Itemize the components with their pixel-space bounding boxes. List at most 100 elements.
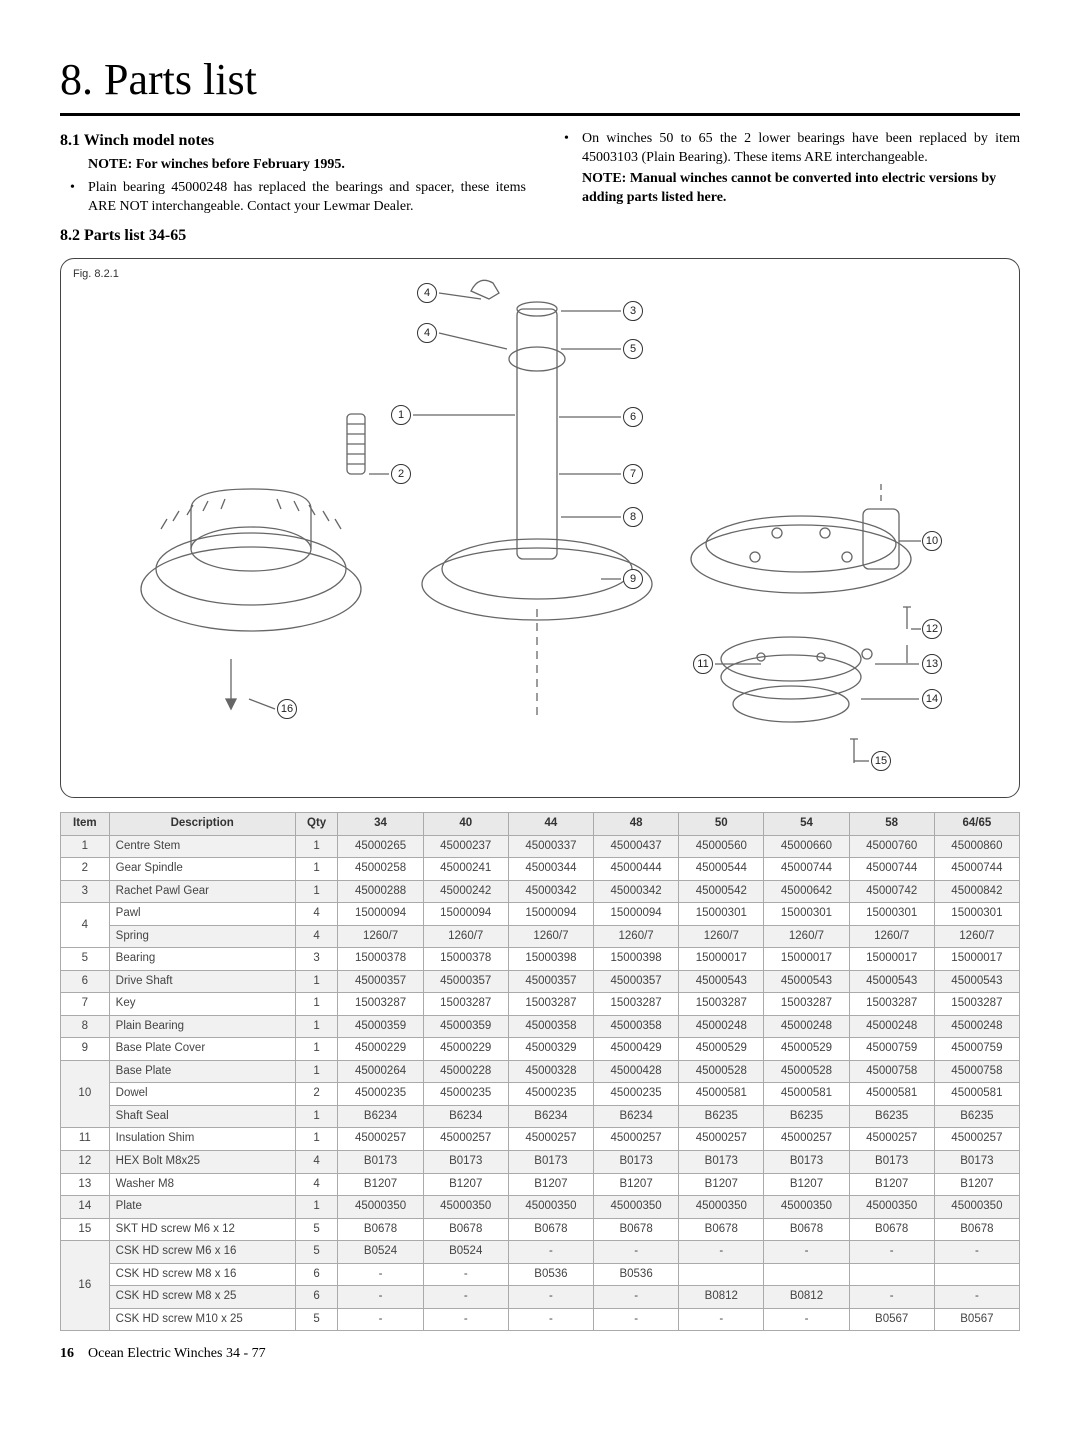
td: 45000758 bbox=[934, 1060, 1019, 1083]
td bbox=[764, 1263, 849, 1286]
td: 3 bbox=[295, 948, 338, 971]
td: 1 bbox=[295, 1015, 338, 1038]
table-row: Shaft Seal1B6234B6234B6234B6234B6235B623… bbox=[61, 1105, 1020, 1128]
td: 6 bbox=[61, 970, 110, 993]
th: 44 bbox=[508, 813, 593, 836]
td: 4 bbox=[295, 1173, 338, 1196]
td: 4 bbox=[295, 925, 338, 948]
table-row: 7Key115003287150032871500328715003287150… bbox=[61, 993, 1020, 1016]
td: 15003287 bbox=[849, 993, 934, 1016]
td: 45000760 bbox=[849, 835, 934, 858]
td: 45000759 bbox=[849, 1038, 934, 1061]
td: 45000235 bbox=[594, 1083, 679, 1106]
td: 45000350 bbox=[338, 1196, 423, 1219]
td-desc: Dowel bbox=[109, 1083, 295, 1106]
td: 45000344 bbox=[508, 858, 593, 881]
td: 1 bbox=[61, 835, 110, 858]
td: 13 bbox=[61, 1173, 110, 1196]
td: B0678 bbox=[508, 1218, 593, 1241]
td: - bbox=[508, 1241, 593, 1264]
table-header-row: ItemDescriptionQty3440444850545864/65 bbox=[61, 813, 1020, 836]
th: Qty bbox=[295, 813, 338, 836]
note-2: NOTE: Manual winches cannot be converted… bbox=[554, 170, 1020, 208]
td: 5 bbox=[295, 1218, 338, 1241]
td-desc: Key bbox=[109, 993, 295, 1016]
td: - bbox=[423, 1308, 508, 1331]
table-row: 4Pawl41500009415000094150000941500009415… bbox=[61, 903, 1020, 926]
td: - bbox=[423, 1286, 508, 1309]
table-row: CSK HD screw M8 x 166--B0536B0536 bbox=[61, 1263, 1020, 1286]
td-desc: Rachet Pawl Gear bbox=[109, 880, 295, 903]
td: 45000228 bbox=[423, 1060, 508, 1083]
td: 1 bbox=[295, 1128, 338, 1151]
td-desc: Pawl bbox=[109, 903, 295, 926]
td: 1 bbox=[295, 880, 338, 903]
td: 45000359 bbox=[338, 1015, 423, 1038]
td: 45000581 bbox=[934, 1083, 1019, 1106]
td: 15000301 bbox=[849, 903, 934, 926]
td: 15003287 bbox=[594, 993, 679, 1016]
th: 58 bbox=[849, 813, 934, 836]
table-body: 1Centre Stem1450002654500023745000337450… bbox=[61, 835, 1020, 1330]
th: Item bbox=[61, 813, 110, 836]
td: 45000257 bbox=[934, 1128, 1019, 1151]
td: B0173 bbox=[849, 1150, 934, 1173]
td: 15000301 bbox=[679, 903, 764, 926]
td: 1 bbox=[295, 858, 338, 881]
td: - bbox=[594, 1241, 679, 1264]
td: B0173 bbox=[934, 1150, 1019, 1173]
td: B1207 bbox=[594, 1173, 679, 1196]
td-desc: Shaft Seal bbox=[109, 1105, 295, 1128]
td: 15003287 bbox=[338, 993, 423, 1016]
table-row: 10Base Plate1450002644500022845000328450… bbox=[61, 1060, 1020, 1083]
td: 45000235 bbox=[423, 1083, 508, 1106]
td: 15000398 bbox=[508, 948, 593, 971]
td: 1260/7 bbox=[679, 925, 764, 948]
td-desc: CSK HD screw M8 x 16 bbox=[109, 1263, 295, 1286]
td: 45000342 bbox=[508, 880, 593, 903]
td: 1260/7 bbox=[508, 925, 593, 948]
td: - bbox=[764, 1308, 849, 1331]
td: 2 bbox=[295, 1083, 338, 1106]
td: B0536 bbox=[594, 1263, 679, 1286]
td: - bbox=[849, 1286, 934, 1309]
td: 1 bbox=[295, 835, 338, 858]
td: 15000301 bbox=[764, 903, 849, 926]
td: B6234 bbox=[594, 1105, 679, 1128]
bullet-left-0: Plain bearing 45000248 has replaced the … bbox=[60, 179, 526, 217]
td: 45000528 bbox=[764, 1060, 849, 1083]
td: B1207 bbox=[338, 1173, 423, 1196]
notes-columns: 8.1 Winch model notes NOTE: For winches … bbox=[60, 130, 1020, 250]
td-desc: Plain Bearing bbox=[109, 1015, 295, 1038]
td: 1260/7 bbox=[849, 925, 934, 948]
td: - bbox=[934, 1286, 1019, 1309]
table-row: 6Drive Shaft1450003574500035745000357450… bbox=[61, 970, 1020, 993]
td: 45000235 bbox=[338, 1083, 423, 1106]
td: 45000428 bbox=[594, 1060, 679, 1083]
td: 45000257 bbox=[594, 1128, 679, 1151]
td-desc: Base Plate Cover bbox=[109, 1038, 295, 1061]
td: 45000357 bbox=[423, 970, 508, 993]
td: 45000437 bbox=[594, 835, 679, 858]
td: 45000744 bbox=[849, 858, 934, 881]
td: B0812 bbox=[764, 1286, 849, 1309]
td: 4 bbox=[61, 903, 110, 948]
td: 15000378 bbox=[423, 948, 508, 971]
td: 5 bbox=[295, 1308, 338, 1331]
td: 1 bbox=[295, 1060, 338, 1083]
td: 45000350 bbox=[423, 1196, 508, 1219]
td: B0567 bbox=[849, 1308, 934, 1331]
td: - bbox=[934, 1241, 1019, 1264]
td: - bbox=[594, 1308, 679, 1331]
td: 15000398 bbox=[594, 948, 679, 971]
td: B0567 bbox=[934, 1308, 1019, 1331]
td: B0678 bbox=[934, 1218, 1019, 1241]
td: 8 bbox=[61, 1015, 110, 1038]
td: 45000543 bbox=[849, 970, 934, 993]
td: 15000094 bbox=[508, 903, 593, 926]
table-row: 16CSK HD screw M6 x 165B0524B0524------ bbox=[61, 1241, 1020, 1264]
td: B6235 bbox=[934, 1105, 1019, 1128]
td: B0678 bbox=[594, 1218, 679, 1241]
td: 45000528 bbox=[679, 1060, 764, 1083]
td: 1260/7 bbox=[338, 925, 423, 948]
